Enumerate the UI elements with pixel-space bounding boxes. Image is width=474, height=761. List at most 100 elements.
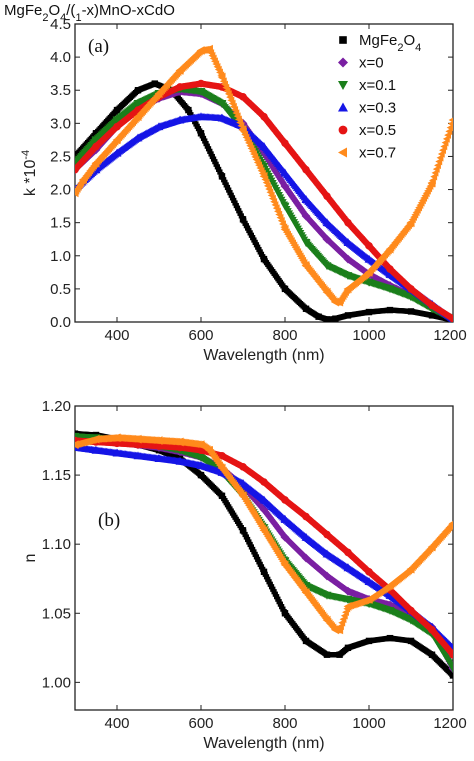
data-point bbox=[449, 672, 453, 679]
data-point bbox=[322, 262, 332, 271]
x-tick-label: 1200 bbox=[433, 715, 466, 732]
y-tick-label: 3.5 bbox=[50, 82, 71, 99]
series-x-0-7 bbox=[75, 44, 453, 307]
data-point bbox=[259, 495, 269, 504]
data-point bbox=[343, 284, 352, 294]
data-point bbox=[133, 99, 143, 108]
data-point bbox=[133, 434, 142, 444]
data-point bbox=[79, 175, 87, 185]
data-point bbox=[448, 521, 453, 526]
data-point bbox=[302, 637, 310, 645]
data-point bbox=[196, 112, 206, 121]
data-point bbox=[407, 285, 415, 293]
data-point bbox=[407, 606, 415, 615]
data-point bbox=[197, 79, 205, 88]
y-tick-label: 1.5 bbox=[50, 215, 71, 232]
series-x-0-3 bbox=[75, 112, 453, 322]
data-point bbox=[175, 65, 184, 75]
data-point bbox=[322, 287, 331, 297]
data-point bbox=[302, 512, 310, 521]
data-point bbox=[175, 115, 185, 124]
data-point bbox=[196, 46, 205, 55]
data-point bbox=[336, 651, 343, 658]
data-point bbox=[343, 595, 353, 604]
data-point bbox=[133, 112, 142, 122]
data-point bbox=[331, 625, 339, 635]
y-tick-label: 1.10 bbox=[42, 536, 71, 553]
y-tick-label: 4.5 bbox=[50, 16, 71, 33]
data-point bbox=[280, 181, 290, 191]
series-mgfe2o4 bbox=[75, 80, 453, 322]
data-point bbox=[185, 106, 192, 114]
data-point bbox=[280, 202, 290, 211]
data-point bbox=[301, 588, 310, 597]
legend-label: MgFe2O4 bbox=[359, 32, 421, 54]
data-point bbox=[280, 168, 290, 177]
data-point bbox=[260, 568, 268, 576]
data-point bbox=[386, 306, 394, 314]
panel-b-plot: 400 600 800 1000 1200 1.00 1.05 1.10 1.15 1.20 Wav… bbox=[22, 398, 467, 752]
data-point bbox=[154, 89, 163, 98]
data-point bbox=[343, 272, 353, 281]
data-point bbox=[112, 433, 121, 443]
figure-title-text: MgFe2O4/(1-x)MnO-xCdO bbox=[4, 2, 175, 24]
data-point bbox=[427, 178, 436, 188]
data-point bbox=[322, 591, 332, 600]
data-point bbox=[239, 527, 247, 534]
data-point bbox=[335, 625, 344, 635]
data-point bbox=[196, 453, 206, 462]
data-point bbox=[91, 136, 101, 145]
data-point bbox=[151, 80, 158, 87]
plot-frame bbox=[74, 405, 454, 711]
x-tick-label: 400 bbox=[104, 715, 129, 732]
data-point bbox=[364, 595, 373, 604]
data-point bbox=[112, 148, 122, 157]
data-point bbox=[428, 651, 436, 658]
data-point bbox=[197, 130, 205, 137]
data-point bbox=[428, 312, 436, 319]
figure-title: MgFe2O4/(1-x)MnO-xCdO bbox=[4, 2, 175, 24]
data-point bbox=[364, 267, 373, 277]
data-point bbox=[239, 463, 247, 471]
y-tick-label: 2.0 bbox=[50, 182, 71, 199]
data-point bbox=[238, 491, 247, 501]
data-point bbox=[302, 305, 310, 312]
data-point bbox=[364, 278, 374, 287]
panel-label: (b) bbox=[98, 510, 120, 531]
data-point bbox=[112, 116, 122, 125]
data-point bbox=[406, 218, 415, 228]
data-point bbox=[385, 285, 395, 294]
data-point bbox=[344, 548, 352, 557]
data-point bbox=[133, 133, 143, 142]
data-point bbox=[239, 216, 247, 223]
data-point bbox=[385, 269, 395, 278]
panel-a-plot: 400 600 800 1000 1200 0.0 0.5 1.0 1.5 2.0 2.5 3.0 3.… bbox=[20, 16, 467, 364]
data-point bbox=[332, 315, 339, 322]
data-point bbox=[154, 122, 164, 131]
y-tick-label: 1.15 bbox=[42, 467, 71, 484]
data-point bbox=[301, 211, 311, 221]
data-point bbox=[112, 135, 121, 145]
y-tick-label: 3.0 bbox=[50, 115, 71, 132]
series-layer bbox=[75, 44, 453, 322]
data-point bbox=[406, 616, 416, 625]
y-tick-label: 0.5 bbox=[50, 281, 71, 298]
data-point bbox=[176, 83, 184, 91]
data-point bbox=[281, 139, 289, 147]
data-point bbox=[259, 142, 269, 151]
data-point bbox=[196, 461, 206, 469]
data-point bbox=[175, 456, 185, 465]
data-point bbox=[75, 188, 79, 198]
data-point bbox=[449, 314, 453, 322]
data-point bbox=[280, 532, 290, 542]
series-layer bbox=[75, 430, 453, 679]
data-point bbox=[113, 122, 121, 131]
data-point bbox=[154, 454, 164, 463]
data-point bbox=[260, 478, 268, 486]
data-point bbox=[259, 171, 268, 181]
data-point bbox=[217, 113, 227, 122]
data-point bbox=[322, 615, 331, 625]
data-point bbox=[322, 218, 332, 227]
data-point bbox=[343, 601, 352, 611]
